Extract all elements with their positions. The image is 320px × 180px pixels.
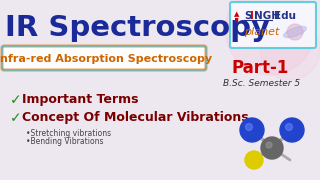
Text: I: I [250, 11, 254, 21]
Circle shape [261, 137, 283, 159]
Ellipse shape [287, 24, 303, 40]
Circle shape [245, 123, 252, 130]
Circle shape [266, 142, 272, 148]
Text: ✓: ✓ [10, 93, 22, 107]
Ellipse shape [284, 26, 306, 38]
Ellipse shape [225, 0, 315, 75]
FancyBboxPatch shape [2, 46, 206, 70]
Ellipse shape [260, 20, 320, 80]
Text: ✓: ✓ [10, 111, 22, 125]
FancyBboxPatch shape [230, 2, 316, 48]
Text: ▲: ▲ [234, 11, 240, 17]
Circle shape [245, 151, 263, 169]
Text: •Bending Vibrations: •Bending Vibrations [26, 138, 103, 147]
Text: •Stretching vibrations: •Stretching vibrations [26, 129, 111, 138]
Text: IR Spectroscopy: IR Spectroscopy [5, 14, 270, 42]
Text: Concept Of Molecular Vibrations: Concept Of Molecular Vibrations [22, 111, 249, 125]
Circle shape [240, 118, 264, 142]
Text: Edu: Edu [274, 11, 296, 21]
Text: Part-1: Part-1 [231, 59, 289, 77]
Text: S: S [244, 11, 252, 21]
Text: Important Terms: Important Terms [22, 93, 139, 107]
Text: █: █ [236, 18, 239, 22]
Text: Infra-red Absorption Spectroscopy: Infra-red Absorption Spectroscopy [0, 54, 212, 64]
Circle shape [285, 123, 292, 130]
Text: B.Sc. Semester 5: B.Sc. Semester 5 [223, 80, 300, 89]
Circle shape [280, 118, 304, 142]
Text: planet: planet [244, 27, 279, 37]
Text: NGH: NGH [254, 11, 280, 21]
